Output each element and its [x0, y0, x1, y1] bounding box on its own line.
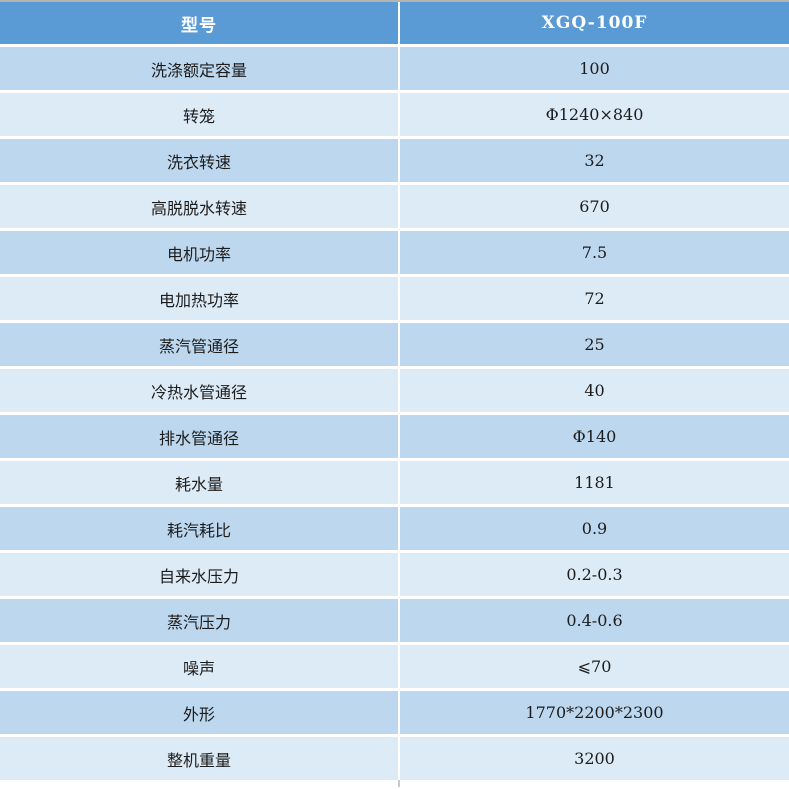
spec-label-tap-water-pressure: 自来水压力 — [0, 553, 398, 596]
spec-value-dimensions: 1770*2200*2300 — [400, 691, 789, 734]
spec-value-electric-heating-power: 72 — [400, 277, 789, 320]
spec-label-dimensions: 外形 — [0, 691, 398, 734]
spec-label-water-consumption: 耗水量 — [0, 461, 398, 504]
spec-value-wash-rated-capacity: 100 — [400, 47, 789, 90]
column-divider-stub — [398, 780, 400, 787]
spec-label-machine-weight: 整机重量 — [0, 737, 398, 780]
spec-value-machine-weight: 3200 — [400, 737, 789, 780]
spec-value-water-consumption: 1181 — [400, 461, 789, 504]
spec-label-steam-pipe-diameter: 蒸汽管通径 — [0, 323, 398, 366]
table-top-border — [0, 0, 789, 2]
spec-value-drain-pipe-diameter: Φ140 — [400, 415, 789, 458]
spec-label-wash-rated-capacity: 洗涤额定容量 — [0, 47, 398, 90]
spec-value-noise: ⩽70 — [400, 645, 789, 688]
spec-label-noise: 噪声 — [0, 645, 398, 688]
spec-label-drum: 转笼 — [0, 93, 398, 136]
spec-label-high-extract-speed: 高脱脱水转速 — [0, 185, 398, 228]
spec-label-electric-heating-power: 电加热功率 — [0, 277, 398, 320]
spec-label-hot-cold-water-pipe-diameter: 冷热水管通径 — [0, 369, 398, 412]
spec-value-high-extract-speed: 670 — [400, 185, 789, 228]
spec-value-motor-power: 7.5 — [400, 231, 789, 274]
spec-value-drum: Φ1240×840 — [400, 93, 789, 136]
spec-label-motor-power: 电机功率 — [0, 231, 398, 274]
spec-value-hot-cold-water-pipe-diameter: 40 — [400, 369, 789, 412]
header-label-cell: 型号 — [0, 2, 398, 44]
spec-label-steam-pressure: 蒸汽压力 — [0, 599, 398, 642]
spec-value-wash-speed: 32 — [400, 139, 789, 182]
header-value-cell: XGQ-100F — [400, 2, 789, 44]
spec-value-steam-consumption-ratio: 0.9 — [400, 507, 789, 550]
spec-label-steam-consumption-ratio: 耗汽耗比 — [0, 507, 398, 550]
spec-label-drain-pipe-diameter: 排水管通径 — [0, 415, 398, 458]
spec-value-steam-pipe-diameter: 25 — [400, 323, 789, 366]
spec-value-tap-water-pressure: 0.2-0.3 — [400, 553, 789, 596]
table-bottom-cutoff-row — [0, 780, 789, 789]
spec-label-wash-speed: 洗衣转速 — [0, 139, 398, 182]
spec-value-steam-pressure: 0.4-0.6 — [400, 599, 789, 642]
